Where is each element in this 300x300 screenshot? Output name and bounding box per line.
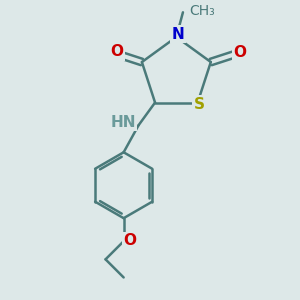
Text: O: O (123, 233, 136, 248)
Text: CH₃: CH₃ (189, 4, 214, 18)
Text: S: S (194, 97, 205, 112)
Text: N: N (172, 27, 184, 42)
Text: HN: HN (110, 115, 136, 130)
Text: O: O (110, 44, 123, 59)
Text: O: O (234, 45, 247, 60)
